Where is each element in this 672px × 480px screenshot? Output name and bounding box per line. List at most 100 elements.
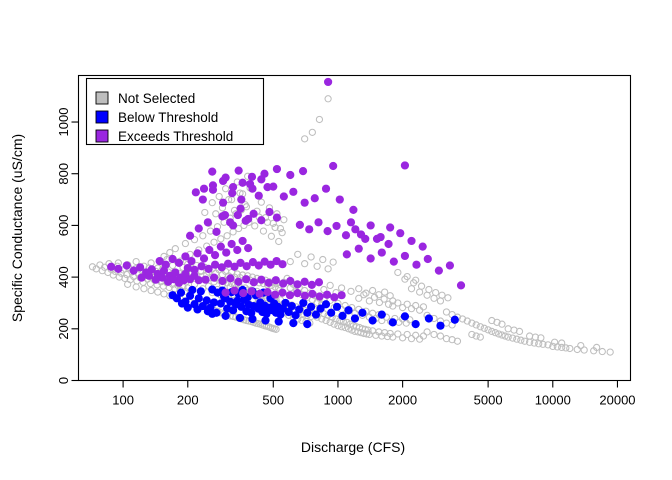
data-point bbox=[363, 330, 371, 338]
x-tick-label: 20000 bbox=[599, 393, 635, 408]
data-point bbox=[289, 187, 298, 196]
data-point bbox=[349, 205, 358, 215]
data-point bbox=[468, 319, 476, 327]
data-point bbox=[249, 209, 258, 218]
data-point bbox=[329, 161, 338, 171]
data-point bbox=[488, 327, 496, 336]
data-point bbox=[233, 210, 242, 220]
data-point bbox=[271, 290, 280, 299]
data-point bbox=[436, 332, 445, 340]
legend-label-exceeds-threshold: Exceeds Threshold bbox=[118, 129, 233, 144]
data-point bbox=[279, 192, 288, 201]
data-point bbox=[598, 347, 606, 356]
data-point bbox=[287, 301, 296, 311]
data-point bbox=[221, 288, 230, 297]
data-point bbox=[411, 320, 420, 329]
data-point bbox=[254, 261, 263, 270]
data-point bbox=[168, 254, 177, 264]
data-point bbox=[314, 218, 323, 227]
data-point bbox=[198, 195, 207, 204]
data-point bbox=[323, 227, 332, 236]
data-point bbox=[453, 337, 462, 345]
data-point bbox=[324, 265, 332, 273]
data-point bbox=[347, 287, 355, 295]
data-point bbox=[351, 225, 360, 234]
data-point bbox=[208, 199, 216, 207]
data-point bbox=[172, 294, 181, 303]
data-point bbox=[294, 250, 302, 258]
data-point bbox=[315, 292, 324, 301]
data-point bbox=[261, 316, 270, 325]
data-point bbox=[419, 303, 428, 311]
data-point bbox=[248, 184, 257, 193]
data-point bbox=[450, 315, 459, 324]
legend-label-not-selected: Not Selected bbox=[118, 91, 195, 106]
data-point bbox=[508, 334, 517, 342]
legend-box bbox=[85, 77, 265, 146]
data-point bbox=[293, 289, 302, 298]
y-tick-label: 400 bbox=[56, 266, 71, 288]
data-point bbox=[344, 306, 353, 315]
data-point bbox=[235, 313, 245, 323]
data-point bbox=[362, 289, 370, 297]
data-point bbox=[432, 288, 440, 297]
data-point bbox=[476, 333, 484, 341]
x-axis-title: Discharge (CFS) bbox=[301, 439, 405, 455]
data-point bbox=[257, 175, 266, 184]
data-point bbox=[239, 289, 248, 298]
data-point bbox=[438, 291, 446, 299]
x-tick-label: 2000 bbox=[388, 393, 417, 408]
data-point bbox=[136, 263, 145, 272]
data-point bbox=[272, 213, 282, 222]
data-point bbox=[430, 330, 438, 339]
data-point bbox=[238, 236, 247, 246]
data-point bbox=[463, 317, 471, 325]
data-point bbox=[264, 278, 273, 287]
data-point bbox=[293, 280, 302, 289]
data-point bbox=[204, 264, 213, 273]
data-point bbox=[504, 333, 512, 341]
data-point bbox=[140, 285, 148, 293]
data-point bbox=[368, 316, 377, 325]
data-point bbox=[276, 224, 285, 233]
data-point bbox=[445, 261, 455, 270]
data-point bbox=[121, 274, 129, 283]
data-point bbox=[132, 257, 140, 266]
data-point bbox=[289, 319, 298, 328]
plot-frame bbox=[77, 74, 632, 382]
data-point bbox=[177, 299, 187, 308]
data-point bbox=[476, 323, 484, 331]
data-point bbox=[209, 298, 219, 307]
data-point bbox=[210, 251, 220, 260]
data-point bbox=[346, 218, 356, 227]
data-point bbox=[327, 308, 336, 317]
data-point bbox=[187, 256, 196, 266]
data-point bbox=[364, 326, 372, 334]
data-point bbox=[230, 286, 239, 295]
data-point bbox=[174, 258, 184, 267]
data-point bbox=[251, 222, 259, 230]
data-point bbox=[484, 326, 492, 334]
data-point bbox=[321, 300, 331, 309]
data-point bbox=[88, 263, 97, 271]
data-point bbox=[147, 265, 156, 274]
data-point bbox=[144, 271, 154, 280]
data-point bbox=[242, 275, 251, 284]
data-point bbox=[412, 331, 420, 339]
data-point bbox=[324, 77, 333, 87]
data-point bbox=[303, 320, 312, 329]
data-point bbox=[194, 294, 203, 303]
data-point bbox=[263, 288, 272, 297]
data-point bbox=[201, 208, 209, 217]
data-point bbox=[208, 167, 217, 176]
data-point bbox=[241, 216, 250, 225]
data-point bbox=[278, 288, 287, 297]
data-point bbox=[315, 115, 324, 124]
data-point bbox=[181, 252, 190, 261]
data-point bbox=[244, 244, 253, 253]
data-point bbox=[210, 238, 218, 246]
data-point bbox=[311, 310, 321, 319]
data-point bbox=[403, 300, 411, 308]
data-point bbox=[544, 341, 552, 349]
